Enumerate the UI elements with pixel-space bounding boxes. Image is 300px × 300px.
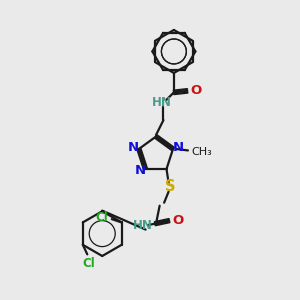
- Text: Cl: Cl: [82, 257, 95, 270]
- Text: N: N: [173, 141, 184, 154]
- Text: N: N: [128, 141, 139, 154]
- Text: S: S: [165, 179, 175, 194]
- Text: HN: HN: [133, 219, 153, 232]
- Text: HN: HN: [152, 96, 172, 109]
- Text: O: O: [172, 214, 183, 226]
- Text: Cl: Cl: [95, 212, 108, 224]
- Text: N: N: [134, 164, 146, 177]
- Text: CH₃: CH₃: [191, 147, 212, 157]
- Text: O: O: [190, 84, 201, 98]
